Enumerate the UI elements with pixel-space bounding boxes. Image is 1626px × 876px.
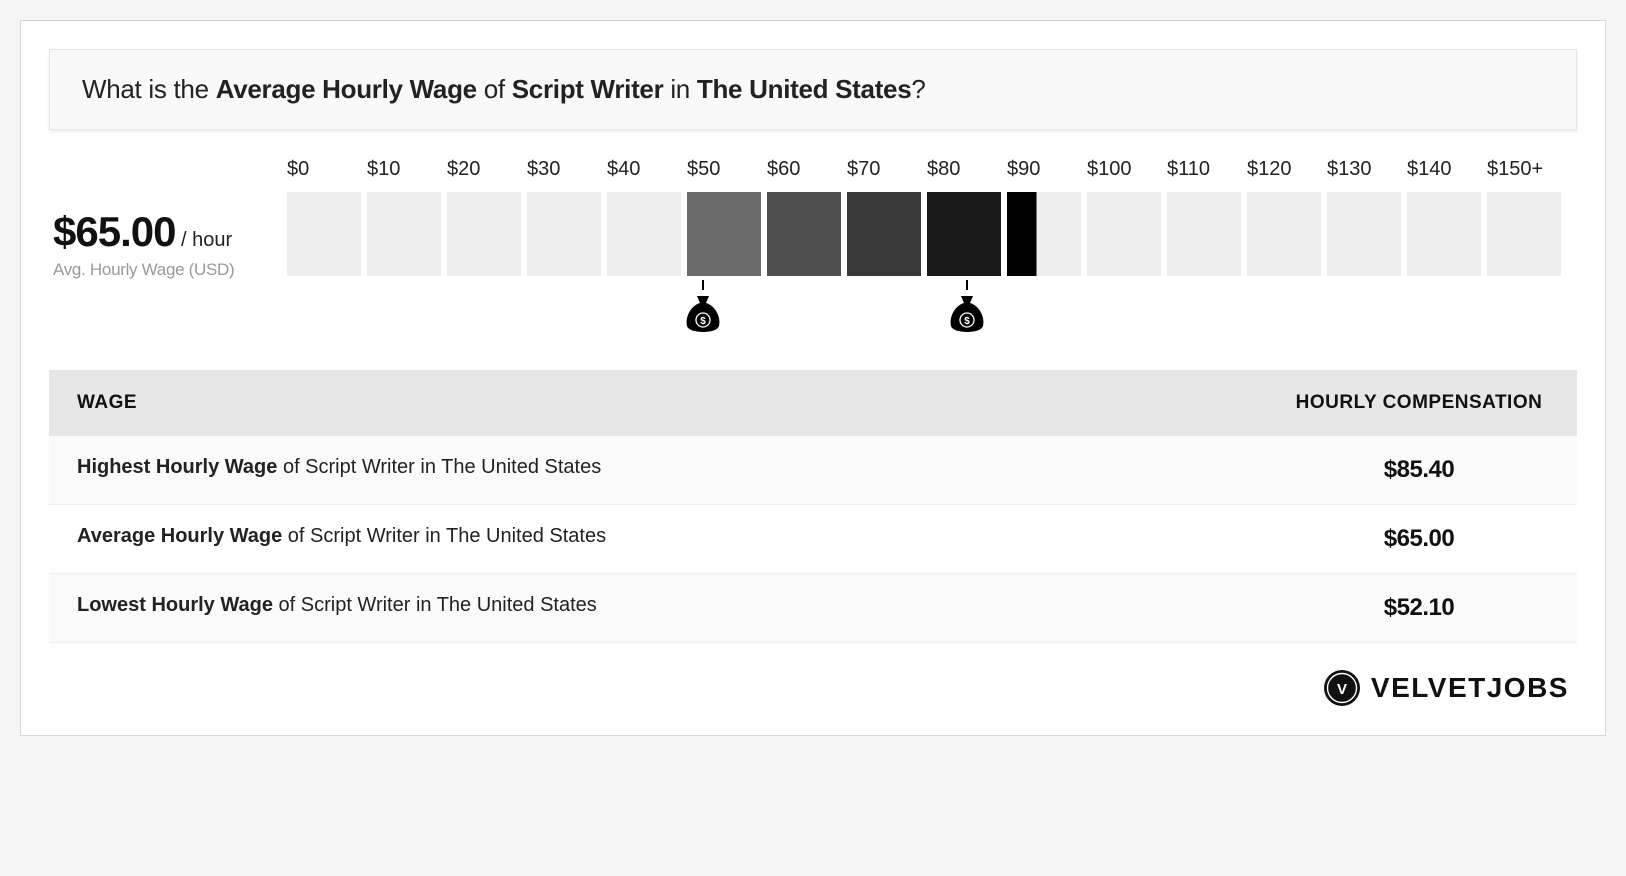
chart-region: $65.00 / hour Avg. Hourly Wage (USD) $0$… [49, 158, 1577, 346]
infographic-frame: What is the Average Hourly Wage of Scrip… [20, 20, 1606, 736]
row-value: $65.00 [1289, 525, 1549, 553]
axis-tick-label: $10 [367, 158, 447, 192]
title-mid2: in [663, 74, 696, 104]
axis-tick-label: $20 [447, 158, 527, 192]
axis-tick-row: $0$10$20$30$40$50$60$70$80$90$100$110$12… [287, 158, 1577, 192]
bar-cell [847, 192, 921, 276]
avg-wage-unit: / hour [175, 229, 232, 251]
axis-tick-label: $140 [1407, 158, 1487, 192]
svg-text:$: $ [700, 316, 706, 327]
money-bag-high-icon: $ [947, 280, 987, 336]
axis-tick-label: $110 [1167, 158, 1247, 192]
axis-tick-label: $40 [607, 158, 687, 192]
bar-cell [527, 192, 601, 276]
table-row: Average Hourly Wage of Script Writer in … [49, 505, 1577, 574]
row-label: Average Hourly Wage of Script Writer in … [77, 525, 1289, 553]
bar-cell [927, 192, 1001, 276]
axis-tick-label: $50 [687, 158, 767, 192]
avg-wage-value: $65.00 / hour [53, 208, 287, 256]
axis-tick-label: $0 [287, 158, 367, 192]
axis-tick-label: $130 [1327, 158, 1407, 192]
brand: V VELVETJOBS [49, 669, 1577, 707]
axis-tick-label: $100 [1087, 158, 1167, 192]
bar-cell [607, 192, 681, 276]
bar-cell [1167, 192, 1241, 276]
title-suffix: ? [911, 74, 925, 104]
money-bag-low-icon: $ [683, 280, 723, 336]
title-bold1: Average Hourly Wage [216, 74, 477, 104]
title-prefix: What is the [82, 74, 216, 104]
bar-cell [447, 192, 521, 276]
table-body: Highest Hourly Wage of Script Writer in … [49, 436, 1577, 643]
bar-cell [1407, 192, 1481, 276]
title-bold2: Script Writer [512, 74, 664, 104]
title-question: What is the Average Hourly Wage of Scrip… [82, 74, 1544, 105]
axis-tick-label: $60 [767, 158, 847, 192]
chart-summary: $65.00 / hour Avg. Hourly Wage (USD) [53, 158, 287, 280]
bar-cell [367, 192, 441, 276]
axis-tick-label: $90 [1007, 158, 1087, 192]
title-mid1: of [477, 74, 512, 104]
row-value: $85.40 [1289, 456, 1549, 484]
svg-text:$: $ [964, 316, 970, 327]
brand-name: VELVETJOBS [1371, 672, 1569, 704]
bar-cell [1487, 192, 1561, 276]
axis-tick-label: $80 [927, 158, 1007, 192]
bar-cell [1247, 192, 1321, 276]
brand-logo-icon: V [1323, 669, 1361, 707]
brand-logo-letter: V [1337, 681, 1347, 698]
axis-tick-label: $120 [1247, 158, 1327, 192]
table-row: Highest Hourly Wage of Script Writer in … [49, 436, 1577, 505]
avg-wage-sublabel: Avg. Hourly Wage (USD) [53, 260, 287, 280]
wage-table: WAGE HOURLY COMPENSATION Highest Hourly … [49, 370, 1577, 643]
axis-tick-label: $30 [527, 158, 607, 192]
chart-bars: $0$10$20$30$40$50$60$70$80$90$100$110$12… [287, 158, 1577, 346]
bar-cell [1327, 192, 1401, 276]
table-row: Lowest Hourly Wage of Script Writer in T… [49, 574, 1577, 643]
bar-cell [287, 192, 361, 276]
avg-wage-number: $65.00 [53, 208, 175, 255]
table-header: WAGE HOURLY COMPENSATION [49, 370, 1577, 436]
axis-tick-label: $150+ [1487, 158, 1567, 192]
row-value: $52.10 [1289, 594, 1549, 622]
row-label: Highest Hourly Wage of Script Writer in … [77, 456, 1289, 484]
bar-cell [767, 192, 841, 276]
axis-tick-label: $70 [847, 158, 927, 192]
bar-cell [1007, 192, 1081, 276]
row-label: Lowest Hourly Wage of Script Writer in T… [77, 594, 1289, 622]
bar-row: $ $ [287, 192, 1577, 276]
title-bar: What is the Average Hourly Wage of Scrip… [49, 49, 1577, 130]
th-compensation: HOURLY COMPENSATION [1289, 392, 1549, 414]
bar-cell [687, 192, 761, 276]
th-wage: WAGE [77, 392, 1289, 414]
title-bold3: The United States [697, 74, 912, 104]
bar-cell [1087, 192, 1161, 276]
